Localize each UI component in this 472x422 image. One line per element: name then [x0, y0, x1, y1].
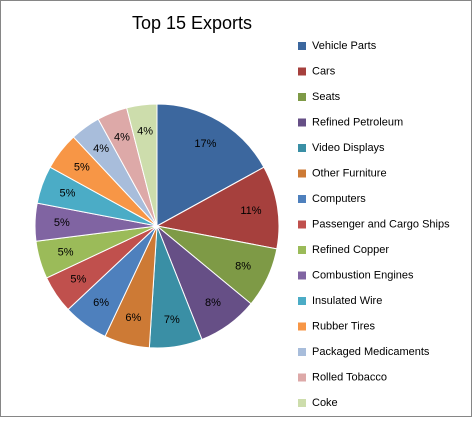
- legend-swatch: [298, 67, 306, 76]
- pie-slice: [156, 103, 265, 227]
- legend-label: Coke: [312, 397, 338, 409]
- legend-swatch: [298, 348, 306, 356]
- legend-swatch: [298, 144, 306, 152]
- legend-swatch: [298, 93, 306, 101]
- data-label: 7%: [164, 314, 180, 326]
- data-label: 6%: [125, 312, 141, 324]
- legend-label: Computers: [312, 193, 366, 205]
- legend-swatch: [298, 297, 306, 305]
- legend-label: Insulated Wire: [312, 295, 382, 307]
- data-label: 4%: [114, 131, 130, 143]
- legend-label: Video Displays: [312, 142, 385, 154]
- data-label: 5%: [74, 162, 90, 174]
- data-label: 11%: [240, 205, 261, 217]
- legend-label: Rubber Tires: [312, 320, 375, 332]
- pie-slice: [126, 103, 158, 227]
- legend-label: Other Furniture: [312, 167, 387, 179]
- legend-swatch: [298, 373, 306, 382]
- legend-label: Vehicle Parts: [312, 40, 377, 52]
- legend-label: Cars: [312, 65, 336, 77]
- legend-swatch: [298, 42, 306, 50]
- legend-label: Passenger and Cargo Ships: [312, 218, 450, 230]
- data-label: 8%: [205, 297, 221, 309]
- legend-label: Rolled Tobacco: [312, 371, 387, 383]
- legend-swatch: [298, 195, 306, 203]
- chart-title: Top 15 Exports: [132, 13, 252, 33]
- data-label: 5%: [60, 188, 76, 200]
- data-label: 5%: [70, 273, 86, 285]
- legend-label: Refined Copper: [312, 244, 389, 256]
- data-label: 5%: [54, 217, 70, 229]
- legend-swatch: [298, 271, 306, 280]
- legend-swatch: [298, 322, 306, 331]
- legend-swatch: [298, 220, 306, 229]
- legend-swatch: [298, 169, 306, 178]
- legend-swatch: [298, 246, 306, 254]
- legend: Vehicle Parts Cars Seats Refined Petroleum V…: [298, 40, 450, 409]
- data-label: 5%: [58, 246, 74, 258]
- legend-label: Seats: [312, 91, 341, 103]
- legend-swatch: [298, 399, 306, 407]
- legend-swatch: [298, 118, 306, 127]
- legend-label: Packaged Medicaments: [312, 346, 430, 358]
- legend-label: Refined Petroleum: [312, 116, 403, 128]
- data-label: 6%: [93, 297, 109, 309]
- pie-slice: [155, 166, 280, 250]
- data-label: 4%: [93, 143, 109, 155]
- pie: 17%11%8%8%7%6%6%5%5%5%5%5%4%4% 4%: [34, 103, 280, 349]
- data-label: 17%: [194, 138, 216, 150]
- data-label: 4%: [137, 125, 153, 137]
- legend-label: Combustion Engines: [312, 269, 414, 281]
- data-label: 8%: [235, 260, 251, 272]
